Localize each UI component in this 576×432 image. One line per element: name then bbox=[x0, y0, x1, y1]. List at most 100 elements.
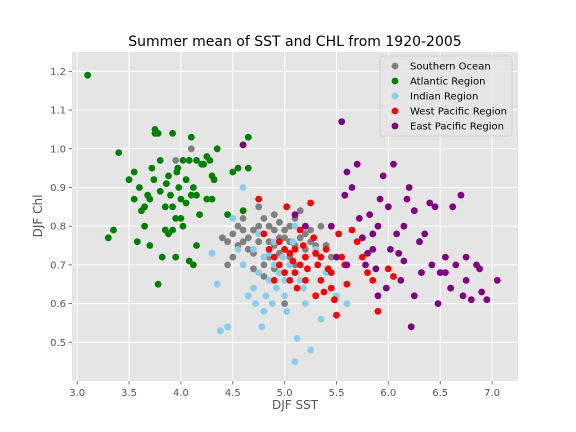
data-point bbox=[239, 238, 247, 246]
data-point bbox=[270, 211, 278, 219]
data-point bbox=[270, 277, 278, 284]
data-point bbox=[348, 226, 356, 234]
series-1 bbox=[84, 71, 252, 288]
legend-label: Southern Ocean bbox=[410, 62, 491, 73]
data-point bbox=[182, 199, 190, 207]
data-point bbox=[250, 246, 257, 253]
data-point bbox=[255, 203, 263, 211]
data-point bbox=[244, 164, 252, 172]
data-point bbox=[364, 249, 371, 257]
data-point bbox=[322, 246, 330, 253]
data-point bbox=[333, 253, 340, 261]
data-point bbox=[196, 211, 204, 219]
data-point bbox=[369, 246, 377, 253]
data-point bbox=[355, 215, 363, 222]
data-point bbox=[302, 230, 309, 238]
data-point bbox=[255, 195, 263, 203]
y-tick-label: 1.0 bbox=[50, 144, 66, 155]
data-point bbox=[296, 277, 304, 284]
data-point bbox=[281, 277, 288, 284]
data-point bbox=[229, 215, 237, 222]
data-point bbox=[219, 234, 226, 242]
data-point bbox=[304, 265, 311, 273]
data-point bbox=[299, 242, 307, 249]
data-point bbox=[291, 222, 299, 230]
data-point bbox=[410, 207, 418, 215]
data-point bbox=[302, 300, 309, 307]
data-point bbox=[161, 203, 169, 211]
data-point bbox=[331, 296, 338, 304]
data-point bbox=[250, 284, 257, 292]
data-point bbox=[279, 253, 286, 261]
data-point bbox=[400, 222, 408, 230]
data-point bbox=[250, 265, 257, 273]
data-point bbox=[179, 222, 187, 230]
data-point bbox=[348, 184, 356, 191]
x-tick-label: 3.5 bbox=[121, 388, 137, 399]
data-point bbox=[359, 234, 366, 242]
data-point bbox=[442, 253, 449, 261]
x-tick-label: 4.5 bbox=[225, 388, 241, 399]
data-point bbox=[234, 222, 242, 230]
data-point bbox=[224, 238, 232, 246]
data-point bbox=[307, 226, 314, 234]
data-point bbox=[276, 238, 283, 246]
y-axis-label: DJF Chl bbox=[31, 195, 45, 238]
data-point bbox=[364, 269, 371, 276]
data-point bbox=[239, 207, 247, 215]
series-0 bbox=[172, 145, 335, 307]
legend-marker bbox=[391, 107, 399, 115]
data-point bbox=[115, 149, 123, 157]
series-4 bbox=[239, 118, 501, 331]
data-point bbox=[376, 195, 384, 203]
y-tick-label: 0.6 bbox=[50, 299, 66, 310]
data-point bbox=[244, 292, 252, 300]
data-point bbox=[449, 203, 457, 211]
data-point bbox=[452, 261, 460, 269]
data-point bbox=[291, 269, 299, 276]
data-point bbox=[187, 191, 195, 199]
data-point bbox=[255, 222, 263, 230]
data-point bbox=[133, 238, 141, 246]
data-point bbox=[320, 288, 328, 296]
data-point bbox=[281, 246, 288, 253]
data-point bbox=[395, 249, 403, 257]
data-point bbox=[258, 323, 266, 331]
data-point bbox=[268, 300, 276, 307]
data-point bbox=[447, 284, 454, 292]
data-point bbox=[213, 280, 221, 288]
x-tick-label: 3.0 bbox=[69, 388, 85, 399]
data-point bbox=[239, 261, 247, 269]
data-point bbox=[407, 323, 415, 331]
data-point bbox=[260, 273, 268, 280]
data-point bbox=[314, 261, 322, 269]
y-tick-label: 1.2 bbox=[50, 67, 66, 78]
data-point bbox=[286, 277, 294, 284]
data-point bbox=[410, 292, 418, 300]
x-tick-label: 4.0 bbox=[173, 388, 189, 399]
data-point bbox=[384, 265, 392, 273]
data-point bbox=[467, 296, 475, 304]
data-point bbox=[296, 226, 304, 234]
data-point bbox=[172, 253, 180, 261]
data-point bbox=[216, 327, 224, 335]
data-point bbox=[405, 184, 413, 191]
y-tick-label: 0.8 bbox=[50, 222, 66, 233]
data-point bbox=[260, 261, 268, 269]
x-tick-label: 5.5 bbox=[329, 388, 345, 399]
data-point bbox=[400, 257, 408, 265]
data-point bbox=[310, 234, 318, 242]
data-point bbox=[434, 300, 442, 307]
data-point bbox=[165, 230, 172, 238]
legend-marker bbox=[391, 77, 399, 85]
data-point bbox=[276, 218, 283, 226]
data-point bbox=[208, 249, 216, 257]
data-point bbox=[302, 253, 309, 261]
data-point bbox=[362, 261, 369, 269]
data-point bbox=[372, 265, 380, 273]
data-point bbox=[125, 176, 133, 184]
data-point bbox=[262, 292, 270, 300]
data-point bbox=[110, 226, 117, 234]
data-point bbox=[172, 215, 180, 222]
data-point bbox=[317, 277, 325, 284]
